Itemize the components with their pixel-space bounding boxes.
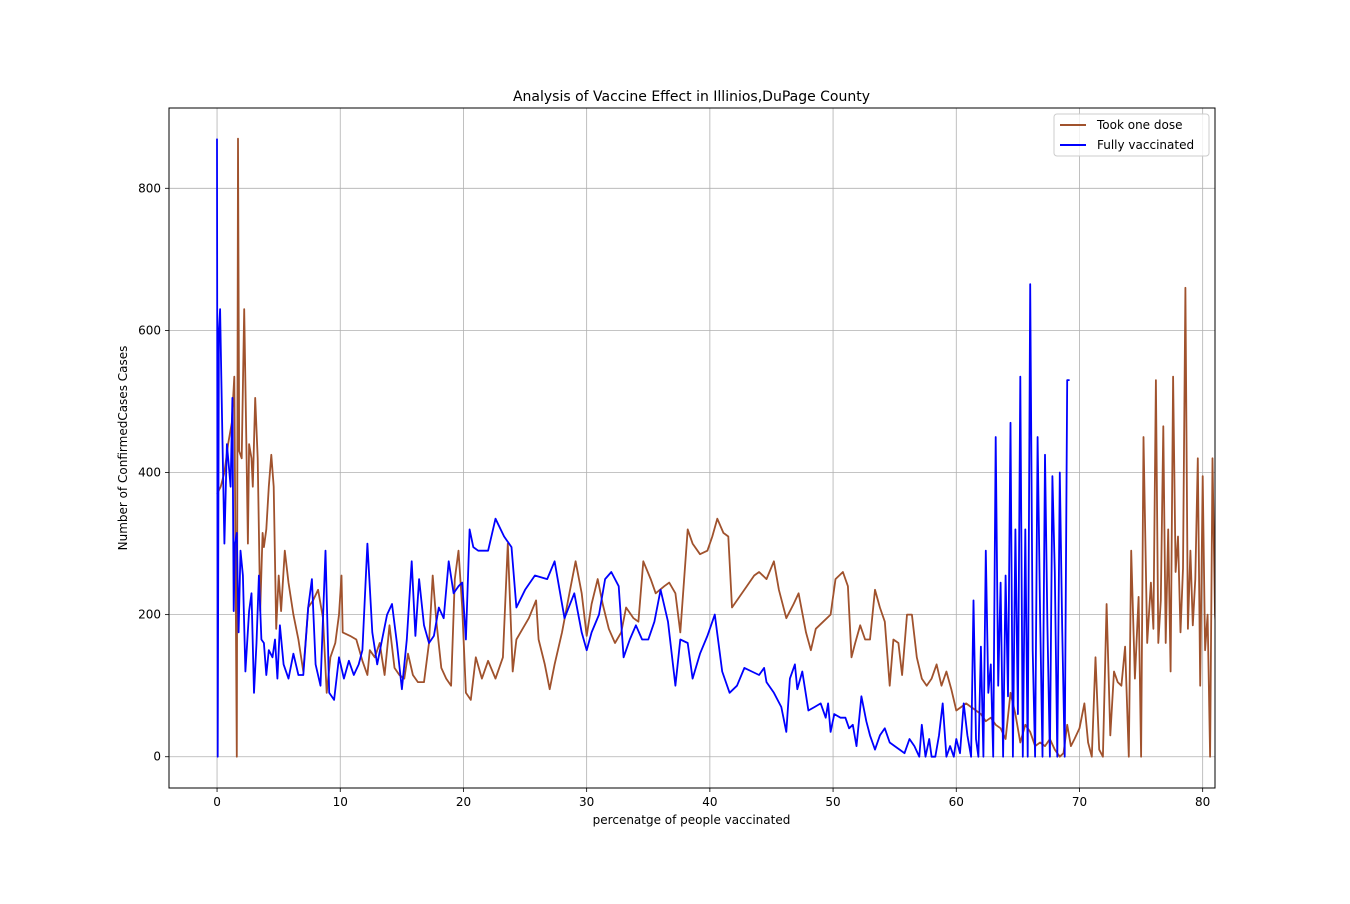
legend-label-took-one-dose: Took one dose: [1096, 118, 1182, 132]
y-tick-label: 600: [138, 323, 161, 337]
series-line-took-one-dose: [216, 137, 1215, 758]
x-tick-label: 0: [213, 795, 221, 809]
x-tick-label: 70: [1072, 795, 1087, 809]
x-tick-label: 10: [333, 795, 348, 809]
x-tick-label: 20: [456, 795, 471, 809]
y-tick-label: 0: [153, 750, 161, 764]
x-axis: 0 10 20 30 40 50 60 70 80: [213, 788, 1210, 809]
chart-title: Analysis of Vaccine Effect in Illinios,D…: [513, 89, 870, 105]
y-axis: 0 200 400 600 800: [138, 181, 169, 764]
x-tick-label: 50: [825, 795, 840, 809]
legend-label-fully-vaccinated: Fully vaccinated: [1097, 138, 1194, 152]
x-tick-label: 30: [579, 795, 594, 809]
plot-area-frame: [168, 107, 1216, 789]
legend: Took one dose Fully vaccinated: [1053, 113, 1210, 157]
legend-box: [1053, 113, 1210, 157]
x-tick-label: 40: [702, 795, 717, 809]
x-axis-label: percenatge of people vaccinated: [593, 813, 791, 827]
y-tick-label: 200: [138, 608, 161, 622]
y-axis-label: Number of ConfirmedCases Cases: [116, 346, 130, 551]
x-tick-label: 80: [1195, 795, 1210, 809]
y-tick-label: 800: [138, 181, 161, 195]
x-tick-label: 60: [949, 795, 964, 809]
series-layer: [216, 137, 1215, 758]
series-line-fully-vaccinated: [216, 138, 1070, 758]
y-tick-label: 400: [138, 466, 161, 480]
